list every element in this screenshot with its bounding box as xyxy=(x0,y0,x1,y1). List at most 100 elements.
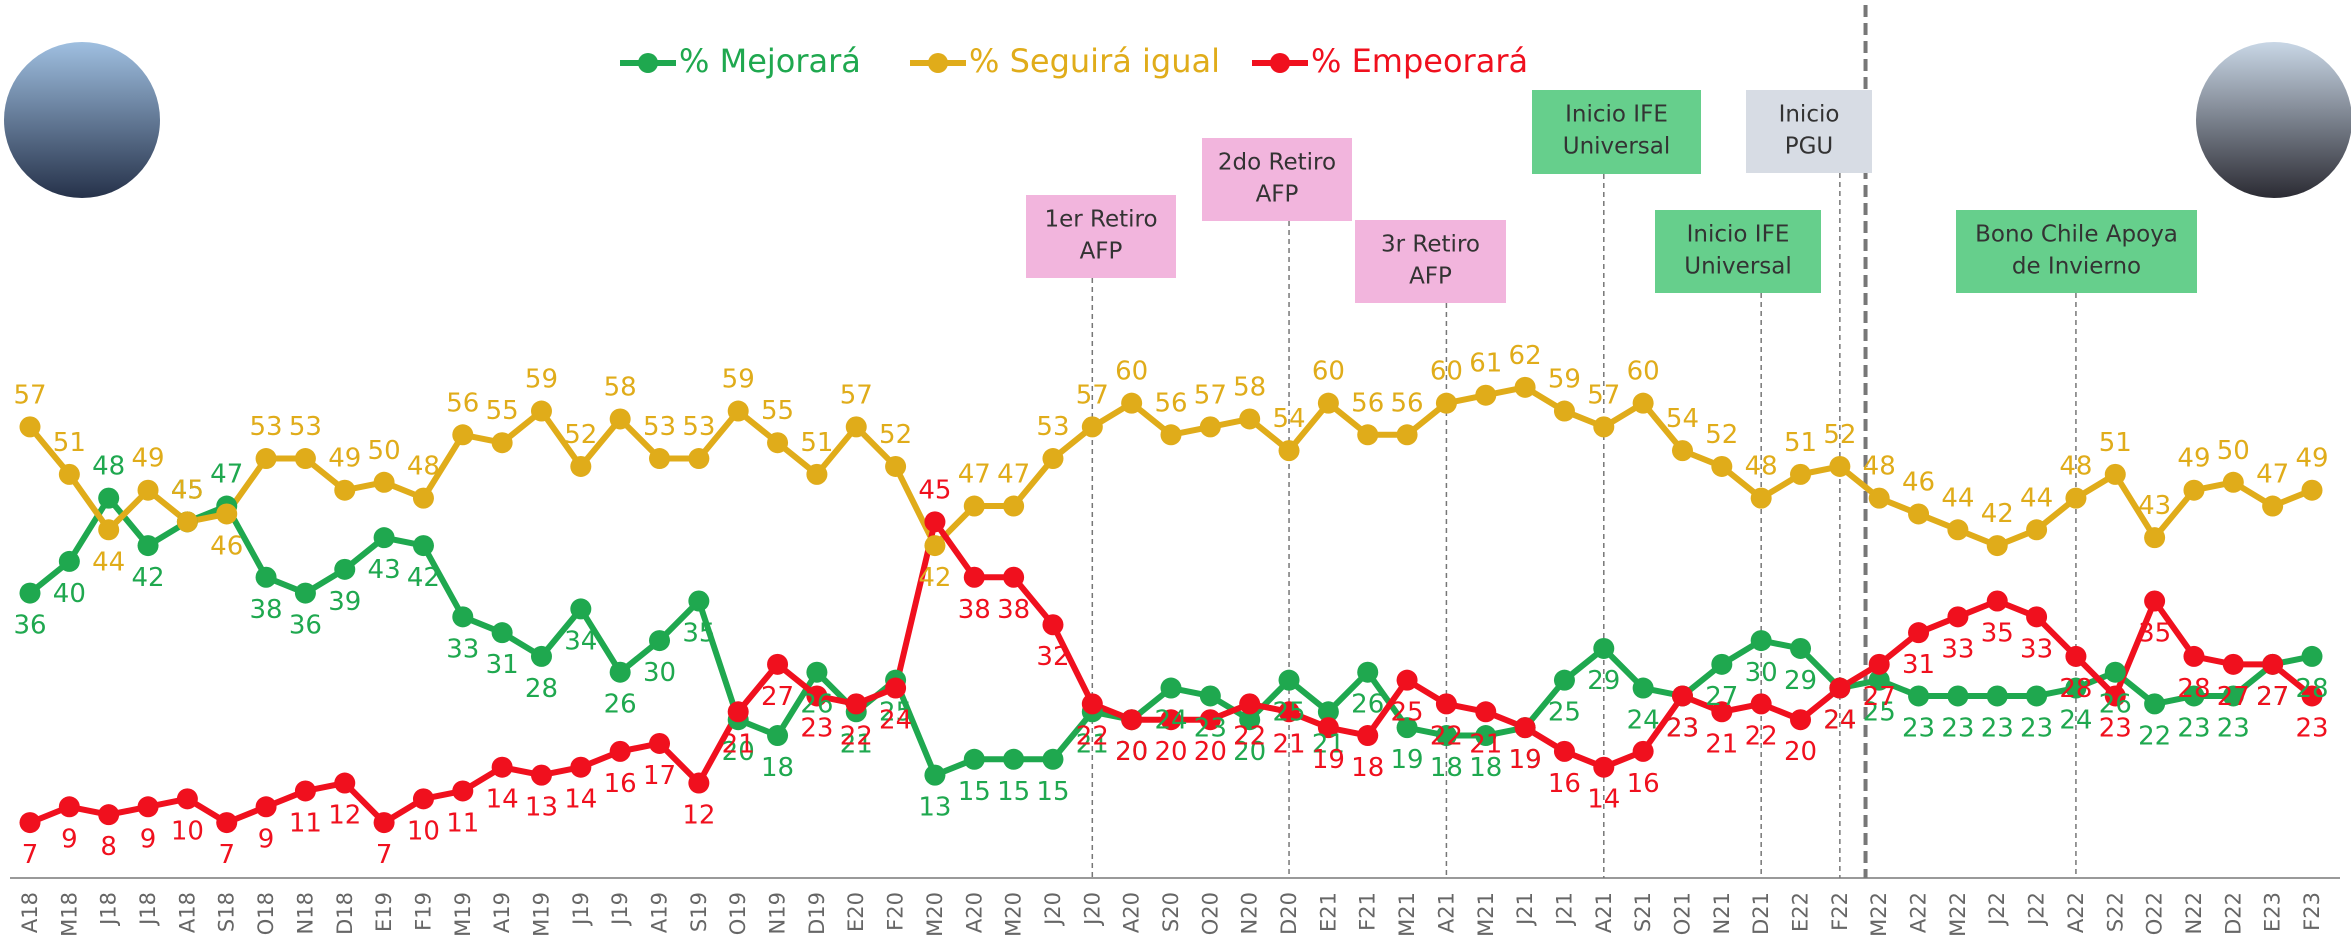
data-label: 16 xyxy=(1548,769,1581,799)
data-point xyxy=(1239,693,1260,714)
data-label: 48 xyxy=(1745,452,1778,482)
x-tick-label: J20 xyxy=(1080,892,1104,927)
data-label: 49 xyxy=(2177,444,2210,474)
data-point xyxy=(924,535,945,556)
data-label: 14 xyxy=(564,785,597,815)
portrait-right xyxy=(2196,42,2351,198)
data-label: 20 xyxy=(1115,737,1148,767)
data-label: 26 xyxy=(1351,690,1384,720)
data-label: 15 xyxy=(958,777,991,807)
data-label: 32 xyxy=(1036,642,1069,672)
x-tick-label: J22 xyxy=(1985,892,2009,927)
data-label: 27 xyxy=(2256,682,2289,712)
data-point xyxy=(1987,685,2008,706)
data-label: 60 xyxy=(1312,357,1345,387)
data-label: 57 xyxy=(1587,380,1620,410)
data-label: 53 xyxy=(643,412,676,442)
data-point xyxy=(1161,678,1182,699)
data-label: 59 xyxy=(525,365,558,395)
x-tick-label: S18 xyxy=(215,892,239,932)
x-tick-label: M22 xyxy=(1867,892,1891,937)
x-tick-label: A21 xyxy=(1434,892,1458,933)
data-label: 24 xyxy=(2059,706,2092,736)
annotation-text: Bono Chile Apoya xyxy=(1975,222,2178,248)
data-point xyxy=(2065,488,2086,509)
data-point xyxy=(2144,693,2165,714)
data-label: 23 xyxy=(2295,713,2328,743)
data-label: 22 xyxy=(1745,721,1778,751)
data-point xyxy=(1200,416,1221,437)
data-label: 10 xyxy=(407,816,440,846)
data-label: 22 xyxy=(1430,721,1463,751)
legend-label: % Empeorará xyxy=(1311,42,1528,80)
chart: 1er RetiroAFP2do RetiroAFP3r RetiroAFPIn… xyxy=(0,0,2351,952)
data-label: 33 xyxy=(2020,634,2053,664)
annotation-text: de Invierno xyxy=(2012,254,2141,280)
x-tick-label: J22 xyxy=(2025,892,2049,927)
data-label: 54 xyxy=(1666,404,1699,434)
data-label: 25 xyxy=(1272,698,1305,728)
data-label: 46 xyxy=(210,531,243,561)
x-tick-label: N22 xyxy=(2182,892,2206,934)
x-tick-label: D19 xyxy=(805,892,829,935)
data-label: 23 xyxy=(2177,713,2210,743)
data-label: 9 xyxy=(258,824,275,854)
data-label: 44 xyxy=(1941,483,1974,513)
x-tick-label: M22 xyxy=(1946,892,1970,937)
data-point xyxy=(492,432,513,453)
data-label: 35 xyxy=(1981,619,2014,649)
data-point xyxy=(531,765,552,786)
data-point xyxy=(806,464,827,485)
data-label: 21 xyxy=(722,729,755,759)
data-point xyxy=(846,693,867,714)
data-point xyxy=(1908,622,1929,643)
x-tick-label: N19 xyxy=(766,892,790,934)
data-label: 30 xyxy=(1745,658,1778,688)
x-tick-label: F23 xyxy=(2300,892,2324,931)
data-label: 24 xyxy=(1823,706,1856,736)
data-point xyxy=(1751,693,1772,714)
data-point xyxy=(1397,670,1418,691)
data-point xyxy=(1829,456,1850,477)
data-point xyxy=(1475,701,1496,722)
data-label: 13 xyxy=(525,793,558,823)
data-point xyxy=(98,519,119,540)
x-tick-label: J18 xyxy=(97,892,121,927)
data-point xyxy=(1003,496,1024,517)
data-point xyxy=(452,424,473,445)
data-point xyxy=(531,646,552,667)
data-point xyxy=(1515,377,1536,398)
data-label: 47 xyxy=(210,460,243,490)
data-point xyxy=(59,551,80,572)
data-label: 56 xyxy=(1154,388,1187,418)
data-label: 24 xyxy=(1627,706,1660,736)
data-point xyxy=(59,796,80,817)
data-point xyxy=(1593,638,1614,659)
data-label: 38 xyxy=(958,595,991,625)
data-label: 27 xyxy=(761,682,794,712)
data-point xyxy=(1908,503,1929,524)
data-label: 23 xyxy=(1666,713,1699,743)
data-point xyxy=(492,622,513,643)
annotation-text: AFP xyxy=(1080,239,1123,265)
data-point xyxy=(2302,646,2323,667)
data-point xyxy=(452,606,473,627)
data-point xyxy=(570,456,591,477)
data-label: 50 xyxy=(368,436,401,466)
data-point xyxy=(728,401,749,422)
data-point xyxy=(885,678,906,699)
data-label: 10 xyxy=(171,816,204,846)
data-point xyxy=(1357,662,1378,683)
data-label: 54 xyxy=(1272,404,1305,434)
data-label: 22 xyxy=(2138,721,2171,751)
x-tick-label: E21 xyxy=(1316,892,1340,932)
data-label: 48 xyxy=(1863,452,1896,482)
data-point xyxy=(1751,488,1772,509)
data-label: 62 xyxy=(1509,341,1542,371)
data-label: 58 xyxy=(604,372,637,402)
data-point xyxy=(452,780,473,801)
data-label: 23 xyxy=(2099,713,2132,743)
x-tick-label: O19 xyxy=(726,892,750,935)
x-tick-label: M19 xyxy=(451,892,475,937)
data-point xyxy=(610,662,631,683)
